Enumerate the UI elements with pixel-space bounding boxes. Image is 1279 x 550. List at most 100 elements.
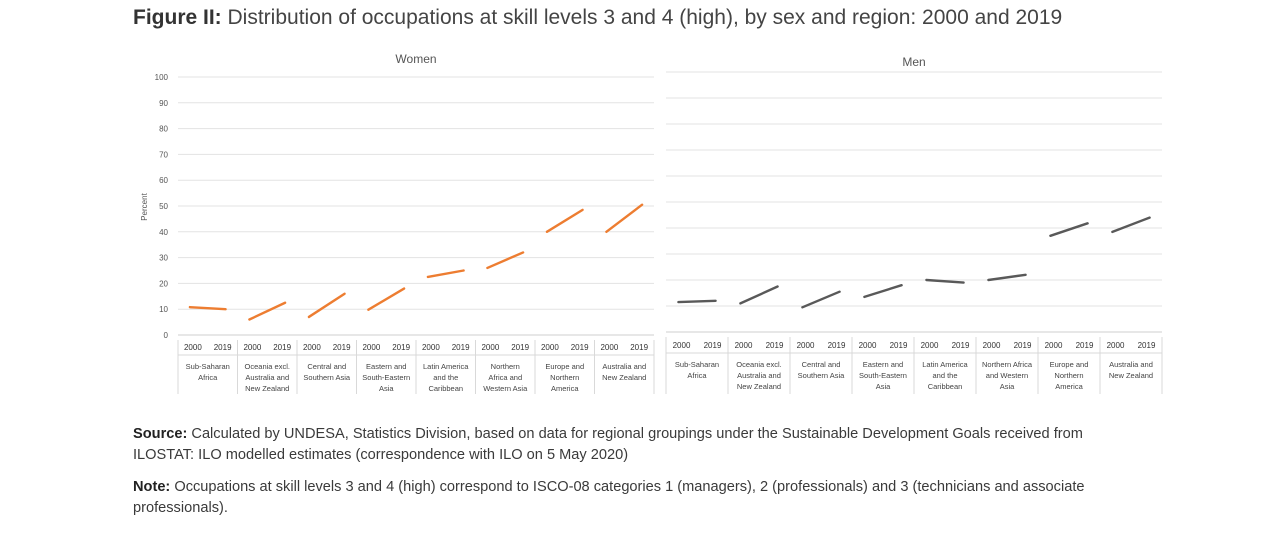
x-tick-label: 2000 — [921, 341, 939, 350]
x-tick-label: 2000 — [243, 343, 261, 352]
y-axis-label: Percent — [140, 192, 149, 220]
data-segment — [545, 208, 584, 234]
category-label: Southern Asia — [798, 371, 846, 380]
category-label: Eastern and — [863, 360, 903, 369]
figure-title: Figure II: Distribution of occupations a… — [133, 6, 1062, 30]
category-label: Africa — [198, 373, 218, 382]
x-tick-label: 2019 — [890, 341, 908, 350]
category-label: Latin America — [423, 362, 469, 371]
x-tick-label: 2019 — [766, 341, 784, 350]
x-tick-label: 2019 — [630, 343, 648, 352]
x-tick-label: 2000 — [422, 343, 440, 352]
category-label: Latin America — [922, 360, 968, 369]
y-tick-label: 100 — [155, 73, 169, 82]
x-tick-label: 2000 — [541, 343, 559, 352]
footnote: Note: Occupations at skill levels 3 and … — [133, 477, 1143, 519]
data-segment — [863, 283, 903, 299]
x-tick-label: 2019 — [1076, 341, 1094, 350]
data-segment — [188, 305, 227, 311]
chart-title: Women — [395, 52, 436, 66]
data-segment — [248, 301, 287, 321]
data-segment — [1111, 216, 1151, 234]
data-segment — [677, 299, 717, 304]
category-label: Caribbean — [428, 384, 463, 393]
x-tick-label: 2019 — [452, 343, 470, 352]
y-tick-label: 30 — [159, 254, 168, 263]
category-label: Sub-Saharan — [675, 360, 719, 369]
x-tick-label: 2000 — [362, 343, 380, 352]
category-label: Asia — [1000, 382, 1015, 391]
source-label: Source: — [133, 426, 188, 442]
category-label: Oceania excl. — [736, 360, 781, 369]
x-tick-label: 2000 — [600, 343, 618, 352]
category-label: America — [551, 384, 579, 393]
y-tick-label: 60 — [159, 176, 168, 185]
x-tick-label: 2019 — [704, 341, 722, 350]
x-tick-label: 2019 — [273, 343, 291, 352]
y-tick-label: 70 — [159, 150, 168, 159]
chart-panel-men: Men 2000 2019 Sub-Saharan Africa 2000 2019 Ocea… — [665, 55, 1163, 394]
x-tick-label: 2000 — [184, 343, 202, 352]
figure-label: Figure II: — [133, 6, 222, 29]
category-label: America — [1055, 382, 1083, 391]
x-tick-label: 2000 — [859, 341, 877, 350]
category-label: Northern — [491, 362, 520, 371]
data-segment — [739, 285, 779, 305]
chart-title: Men — [902, 55, 925, 69]
figure-title-text: Distribution of occupations at skill lev… — [227, 6, 1063, 29]
category-label: Northern — [1054, 371, 1083, 380]
x-tick-label: 2019 — [511, 343, 529, 352]
x-tick-label: 2000 — [1107, 341, 1125, 350]
category-label: Africa and — [488, 373, 522, 382]
category-label: New Zealand — [737, 382, 781, 391]
y-tick-label: 90 — [159, 99, 168, 108]
y-tick-label: 0 — [164, 331, 169, 340]
y-tick-label: 10 — [159, 305, 168, 314]
category-label: South-Eastern — [362, 373, 410, 382]
charts-area: Women 0 10 20 30 40 50 60 70 80 90 100 Percent 2000 20… — [140, 52, 1163, 394]
x-tick-label: 2019 — [214, 343, 232, 352]
category-label: and the — [433, 373, 458, 382]
category-label: Western Asia — [483, 384, 528, 393]
category-label: Australia and — [602, 362, 646, 371]
category-label: Europe and — [1050, 360, 1089, 369]
category-label: Northern Africa — [982, 360, 1033, 369]
category-label: Central and — [802, 360, 841, 369]
source-note: Source: Calculated by UNDESA, Statistics… — [133, 424, 1143, 466]
category-label: Caribbean — [928, 382, 963, 391]
data-segment — [307, 292, 346, 319]
x-tick-label: 2019 — [952, 341, 970, 350]
category-label: Australia and — [245, 373, 289, 382]
source-text: Calculated by UNDESA, Statistics Divisio… — [133, 426, 1083, 463]
category-label: South-Eastern — [859, 371, 907, 380]
category-label: Asia — [379, 384, 394, 393]
y-tick-label: 40 — [159, 228, 168, 237]
x-tick-label: 2000 — [1045, 341, 1063, 350]
x-tick-label: 2019 — [828, 341, 846, 350]
x-tick-label: 2000 — [983, 341, 1001, 350]
data-segment — [426, 269, 465, 279]
data-segment — [605, 203, 644, 234]
category-label: Northern — [550, 373, 579, 382]
category-label: Australia and — [1109, 360, 1153, 369]
data-segment — [987, 273, 1027, 282]
category-label: and Western — [986, 371, 1028, 380]
chart-panel-women: Women 0 10 20 30 40 50 60 70 80 90 100 Percent 2000 20… — [140, 52, 655, 394]
x-tick-label: 2000 — [673, 341, 691, 350]
x-tick-label: 2019 — [1138, 341, 1156, 350]
x-tick-label: 2000 — [735, 341, 753, 350]
x-tick-label: 2019 — [571, 343, 589, 352]
category-label: Europe and — [545, 362, 584, 371]
category-label: Sub-Saharan — [186, 362, 230, 371]
category-label: Eastern and — [366, 362, 406, 371]
category-label: Southern Asia — [303, 373, 351, 382]
data-segment — [1049, 222, 1089, 238]
category-label: and the — [932, 371, 957, 380]
note-label: Note: — [133, 479, 171, 495]
category-label: New Zealand — [245, 384, 289, 393]
x-tick-label: 2019 — [333, 343, 351, 352]
x-tick-label: 2019 — [1014, 341, 1032, 350]
x-tick-label: 2000 — [481, 343, 499, 352]
category-label: New Zealand — [602, 373, 646, 382]
y-tick-label: 20 — [159, 279, 168, 288]
